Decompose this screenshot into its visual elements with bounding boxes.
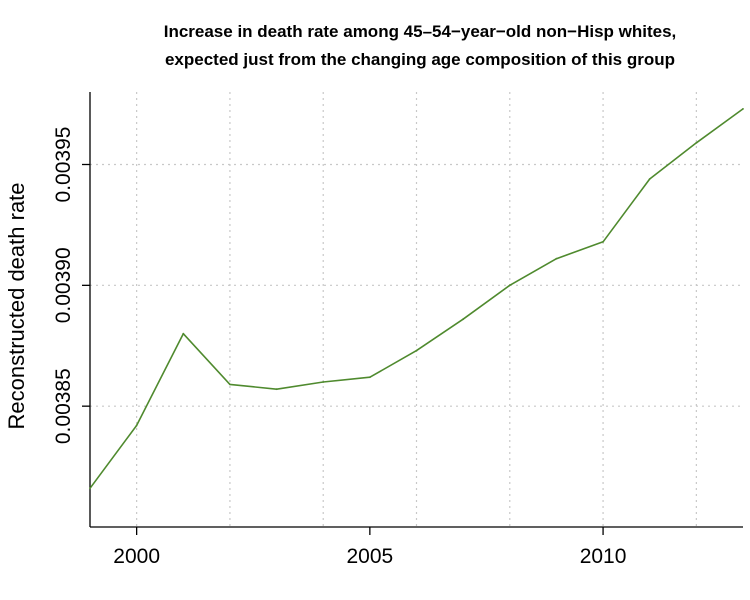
series-layer	[89, 108, 744, 490]
title-line-1: Increase in death rate among 45–54−year−…	[164, 22, 677, 41]
data-point	[742, 108, 744, 110]
data-point	[602, 240, 604, 243]
data-point	[89, 487, 91, 490]
data-point	[695, 141, 698, 144]
data-point	[648, 178, 651, 180]
data-point	[508, 284, 511, 287]
data-point	[275, 388, 278, 391]
y-axis-label: Reconstructed death rate	[4, 182, 29, 429]
grid	[90, 92, 743, 527]
x-tick-label: 2010	[580, 545, 627, 568]
title-line-2: expected just from the changing age comp…	[165, 50, 675, 69]
data-point	[415, 349, 418, 352]
data-point	[369, 376, 371, 379]
y-tick-label: 0.00395	[52, 127, 75, 203]
data-point	[229, 383, 231, 386]
x-tick-label: 2000	[113, 545, 160, 568]
data-point	[135, 424, 138, 427]
data-point	[462, 318, 464, 321]
x-tick-label: 2005	[346, 545, 393, 568]
y-tick-label: 0.00390	[52, 247, 75, 323]
chart-title: Increase in death rate among 45–54−year−…	[164, 22, 677, 69]
data-point	[182, 332, 185, 335]
data-point	[322, 381, 325, 383]
y-tick-label: 0.00385	[52, 368, 75, 444]
axes: 2000 2005 2010 0.00385 0.00390 0.00395	[52, 92, 743, 568]
data-point	[555, 257, 558, 260]
